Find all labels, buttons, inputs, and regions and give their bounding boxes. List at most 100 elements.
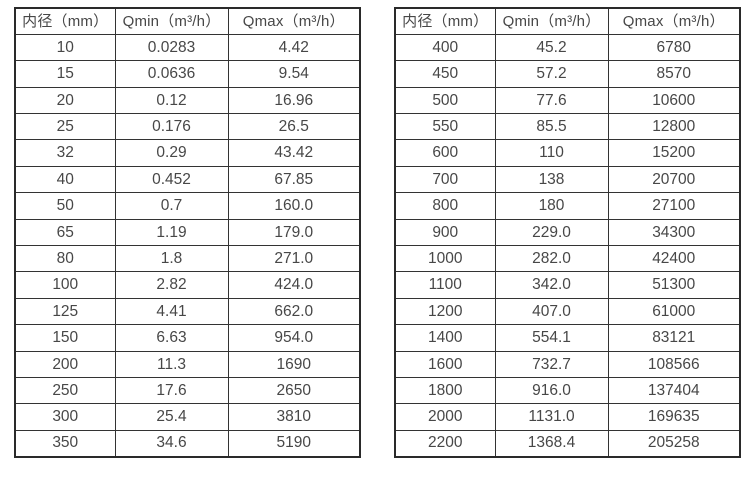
table-row: 1800 916.0 137404 [394,376,741,405]
table-row: 65 1.19 179.0 [14,218,361,247]
table-cell: 3810 [227,403,361,431]
table-cell: 550 [394,113,496,141]
table-cell: 138 [494,165,609,194]
table-row: 200 11.3 1690 [14,350,361,378]
table-row: 550 85.5 12800 [394,113,741,141]
table-row: 20 0.12 16.96 [14,86,361,115]
table-cell: 916.0 [494,376,609,405]
table-cell: 6.63 [114,324,229,352]
table-cell: 137404 [607,376,741,405]
table-row: 2000 1131.0 169635 [394,403,741,431]
table-row: 300 25.4 3810 [14,403,361,431]
table-cell: 11.3 [114,350,229,378]
table-cell: 1690 [227,350,361,378]
header-row: 内径（mm） Qmin（m³/h） Qmax（m³/h） [394,7,741,35]
table-body: 400 45.2 6780 450 57.2 8570 500 77.6 10600 550 85.… [394,33,741,458]
flow-table-small-diameters: 内径（mm） Qmin（m³/h） Qmax（m³/h） 10 0.0283 4.4… [14,7,361,458]
table-cell: 108566 [607,350,741,378]
table-row: 100 2.82 424.0 [14,271,361,299]
table-cell: 554.1 [494,324,609,352]
table-cell: 0.0636 [114,60,229,88]
table-row: 250 17.6 2650 [14,376,361,405]
table-cell: 150 [14,324,116,352]
table-row: 80 1.8 271.0 [14,245,361,273]
table-cell: 4.42 [227,33,361,62]
table-cell: 4.41 [114,297,229,326]
table-cell: 250 [14,376,116,405]
table-cell: 179.0 [227,218,361,247]
table-cell: 1800 [394,376,496,405]
table-row: 1200 407.0 61000 [394,297,741,326]
table-cell: 34300 [607,218,741,247]
table-cell: 20 [14,86,116,115]
table-cell: 100 [14,271,116,299]
table-cell: 10600 [607,86,741,115]
table-cell: 57.2 [494,60,609,88]
table-cell: 2000 [394,403,496,431]
header-row: 内径（mm） Qmin（m³/h） Qmax（m³/h） [14,7,361,35]
table-cell: 67.85 [227,165,361,194]
table-cell: 800 [394,192,496,220]
table-row: 1400 554.1 83121 [394,324,741,352]
table-cell: 12800 [607,113,741,141]
table-row: 500 77.6 10600 [394,86,741,115]
table-cell: 1400 [394,324,496,352]
table-cell: 10 [14,33,116,62]
table-row: 1000 282.0 42400 [394,245,741,273]
table-cell: 180 [494,192,609,220]
table-cell: 0.7 [114,192,229,220]
table-row: 400 45.2 6780 [394,33,741,62]
table-cell: 125 [14,297,116,326]
table-cell: 600 [394,139,496,167]
table-cell: 0.176 [114,113,229,141]
table-cell: 42400 [607,245,741,273]
table-cell: 83121 [607,324,741,352]
table-cell: 2650 [227,376,361,405]
table-cell: 8570 [607,60,741,88]
table-row: 1600 732.7 108566 [394,350,741,378]
table-cell: 65 [14,218,116,247]
table-cell: 16.96 [227,86,361,115]
column-header-qmin: Qmin（m³/h） [494,7,609,35]
table-cell: 1200 [394,297,496,326]
table-row: 15 0.0636 9.54 [14,60,361,88]
table-cell: 200 [14,350,116,378]
table-cell: 300 [14,403,116,431]
table-cell: 15200 [607,139,741,167]
table-cell: 282.0 [494,245,609,273]
table-cell: 450 [394,60,496,88]
table-cell: 1600 [394,350,496,378]
table-cell: 34.6 [114,429,229,458]
table-cell: 0.0283 [114,33,229,62]
table-cell: 1368.4 [494,429,609,458]
table-cell: 110 [494,139,609,167]
table-row: 450 57.2 8570 [394,60,741,88]
table-cell: 160.0 [227,192,361,220]
table-cell: 342.0 [494,271,609,299]
table-cell: 169635 [607,403,741,431]
table-cell: 900 [394,218,496,247]
table-cell: 1131.0 [494,403,609,431]
table-cell: 1100 [394,271,496,299]
table-row: 700 138 20700 [394,165,741,194]
table-cell: 85.5 [494,113,609,141]
table-row: 800 180 27100 [394,192,741,220]
table-row: 50 0.7 160.0 [14,192,361,220]
table-cell: 954.0 [227,324,361,352]
table-cell: 20700 [607,165,741,194]
table-body: 10 0.0283 4.42 15 0.0636 9.54 20 0.12 16.96 25 0.1… [14,33,361,458]
table-cell: 1.8 [114,245,229,273]
table-row: 125 4.41 662.0 [14,297,361,326]
table-cell: 229.0 [494,218,609,247]
table-cell: 0.29 [114,139,229,167]
table-cell: 700 [394,165,496,194]
table-cell: 25.4 [114,403,229,431]
table-cell: 500 [394,86,496,115]
table-cell: 25 [14,113,116,141]
table-cell: 662.0 [227,297,361,326]
table-cell: 424.0 [227,271,361,299]
table-cell: 5190 [227,429,361,458]
table-cell: 51300 [607,271,741,299]
table-row: 32 0.29 43.42 [14,139,361,167]
table-cell: 205258 [607,429,741,458]
